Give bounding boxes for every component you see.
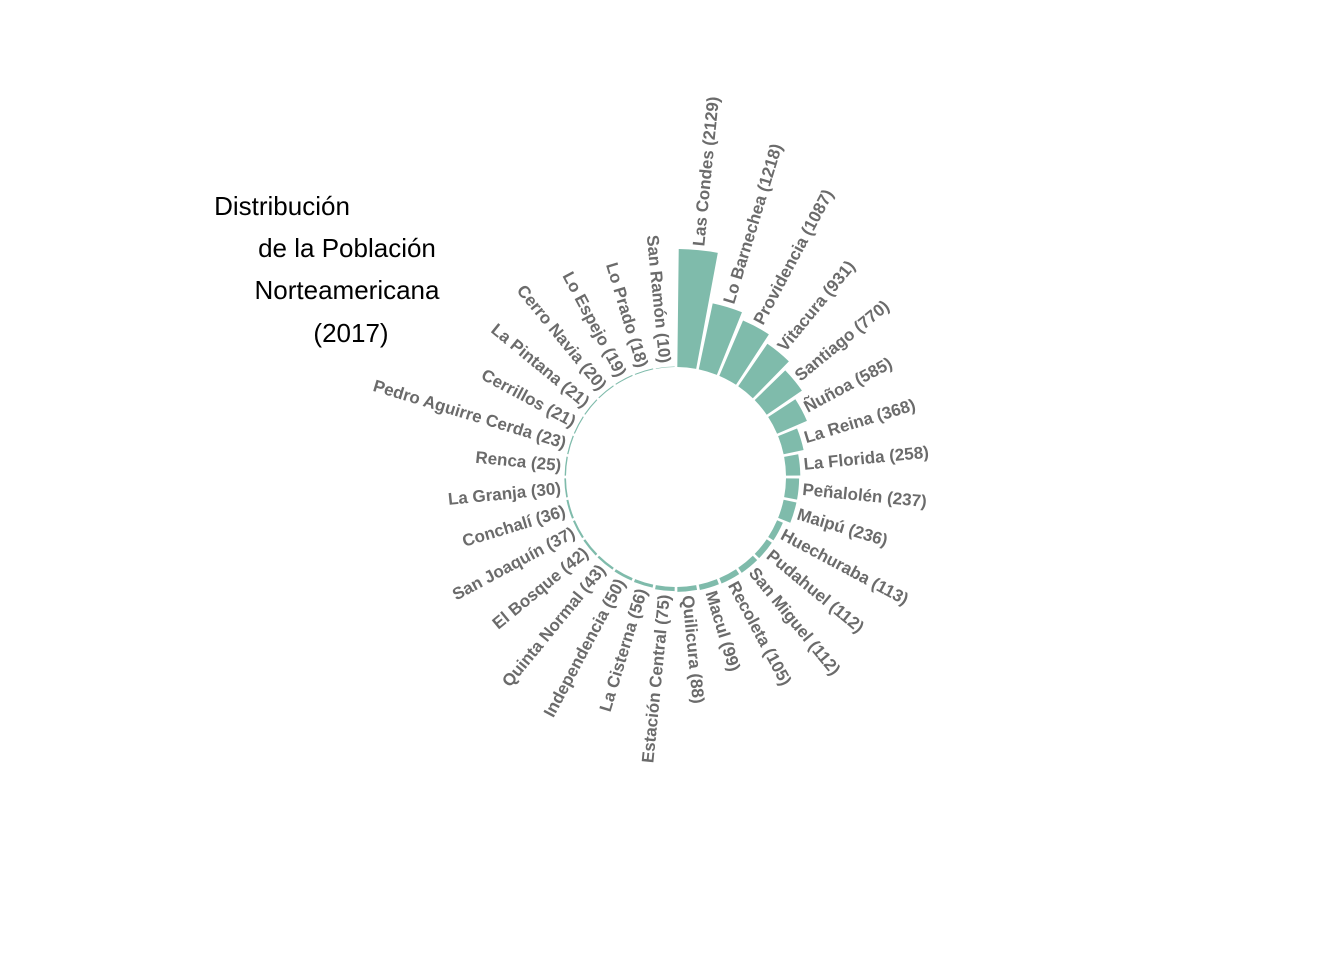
bar-5: [768, 399, 807, 434]
bars-layer: [564, 249, 807, 592]
bar-2: [719, 320, 769, 385]
chart-title-line-1: Distribución: [214, 191, 350, 221]
bar-label-31: San Ramón (10): [643, 234, 675, 364]
bar-label-7: La Florida (258): [803, 443, 930, 474]
bar-13: [719, 569, 740, 584]
bar-15: [677, 585, 698, 592]
chart-title-line-2: de la Población: [258, 233, 436, 263]
bar-24: [564, 456, 568, 476]
chart-title-line-3: Norteamericana: [254, 275, 440, 305]
bar-14: [698, 579, 719, 590]
bar-4: [754, 370, 802, 415]
bar-18: [614, 569, 633, 581]
bar-10: [768, 520, 783, 541]
bar-21: [573, 520, 584, 539]
bar-17: [633, 579, 654, 588]
bar-label-24: Renca (25): [475, 448, 562, 475]
bar-16: [655, 585, 675, 592]
bar-30: [634, 368, 654, 375]
bar-label-8: Peñalolén (237): [802, 480, 928, 511]
bar-25: [567, 435, 574, 455]
bar-29: [615, 374, 633, 385]
bar-1: [698, 303, 742, 375]
bar-label-16: Estación Central (75): [638, 594, 673, 764]
bar-0: [677, 249, 718, 369]
labels-layer: Las Condes (2129)Lo Barnechea (1218)Prov…: [371, 96, 930, 764]
bar-label-23: La Granja (30): [447, 479, 562, 509]
bar-19: [597, 555, 614, 570]
bar-22: [566, 499, 574, 519]
bar-31: [655, 366, 675, 369]
chart-title-line-4: (2017): [313, 318, 389, 348]
bar-28: [598, 385, 614, 399]
bar-label-15: Quilicura (88): [678, 594, 708, 704]
bar-7: [784, 454, 801, 476]
bar-6: [778, 428, 804, 455]
bar-3: [738, 343, 789, 399]
bar-label-0: Las Condes (2129): [689, 96, 723, 247]
bar-27: [584, 399, 598, 415]
bar-23: [564, 478, 568, 498]
bar-9: [778, 499, 797, 523]
bar-20: [583, 539, 598, 556]
bar-26: [573, 416, 584, 434]
bar-12: [738, 555, 758, 573]
bar-8: [784, 478, 800, 500]
bar-11: [754, 539, 772, 559]
